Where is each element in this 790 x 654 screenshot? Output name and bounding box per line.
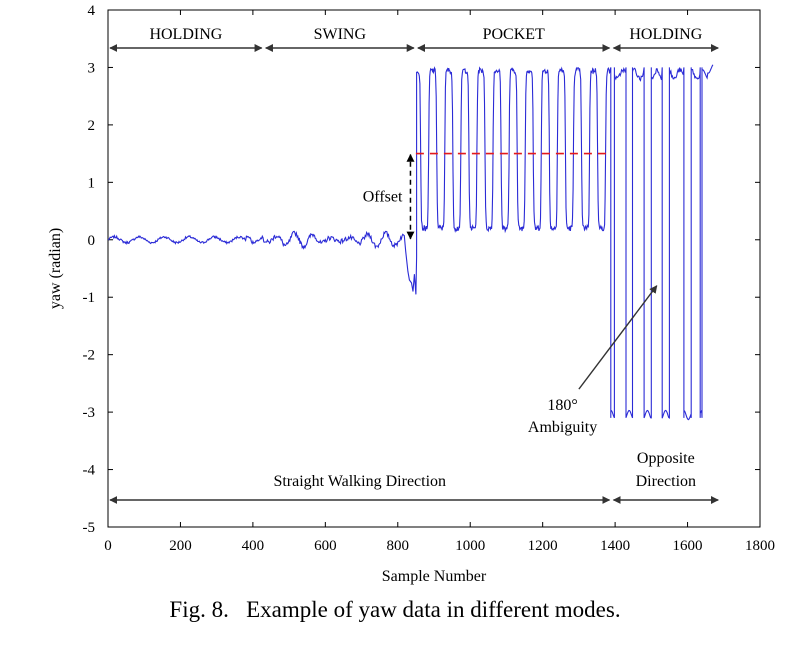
y-tick-label: -1 — [83, 290, 96, 306]
mode-label: HOLDING — [629, 26, 702, 43]
y-tick-label: -2 — [83, 348, 96, 364]
x-tick-label: 200 — [169, 538, 192, 554]
y-tick-label: 0 — [88, 233, 96, 249]
plot-area-border — [107, 9, 761, 528]
y-axis: 4 3 2 1 0 -1 -2 -3 -4 -5 — [83, 3, 760, 536]
y-tick-label: -5 — [83, 520, 96, 536]
x-axis: 0 200 400 600 800 1000 1200 1400 1600 1800 — [104, 10, 775, 554]
ambiguity-label: Ambiguity — [528, 419, 597, 436]
y-tick-label: -3 — [83, 405, 96, 421]
ambiguity-label: 180° — [547, 397, 577, 414]
yaw-series-line — [107, 64, 714, 421]
x-tick-label: 600 — [314, 538, 337, 554]
x-tick-label: 1800 — [745, 538, 775, 554]
y-tick-label: 4 — [88, 3, 96, 19]
y-axis-label: yaw (radian) — [47, 228, 64, 309]
plot-frame — [107, 9, 761, 528]
yaw-chart: 0 200 400 600 800 1000 1200 1400 1600 1800 43210-… — [47, 3, 775, 585]
offset-label: Offset — [363, 189, 403, 206]
x-tick-label: 800 — [387, 538, 410, 554]
mode-label: POCKET — [483, 26, 545, 43]
x-tick-label: 0 — [104, 538, 112, 554]
y-tick-label: 3 — [88, 60, 96, 76]
x-tick-label: 1000 — [455, 538, 485, 554]
y-tick-label: 2 — [88, 118, 96, 134]
direction-label: Opposite — [637, 450, 695, 467]
x-tick-label: 1200 — [528, 538, 558, 554]
x-tick-label: 1600 — [673, 538, 703, 554]
annotations: HOLDING SWING POCKET HOLDING Straight Walkin… — [109, 26, 719, 504]
ambiguity-arrow — [578, 285, 658, 390]
x-tick-label: 1400 — [600, 538, 630, 554]
x-axis-label: Sample Number — [382, 568, 487, 585]
direction-label: Straight Walking Direction — [273, 473, 446, 490]
mode-label: SWING — [314, 26, 367, 43]
x-tick-label: 400 — [242, 538, 265, 554]
direction-label: Direction — [636, 473, 696, 490]
y-tick-label: -4 — [83, 463, 96, 479]
y-tick-label: 1 — [88, 175, 96, 191]
figure-caption: Fig. 8. Example of yaw data in different… — [169, 597, 621, 622]
mode-label: HOLDING — [149, 26, 222, 43]
